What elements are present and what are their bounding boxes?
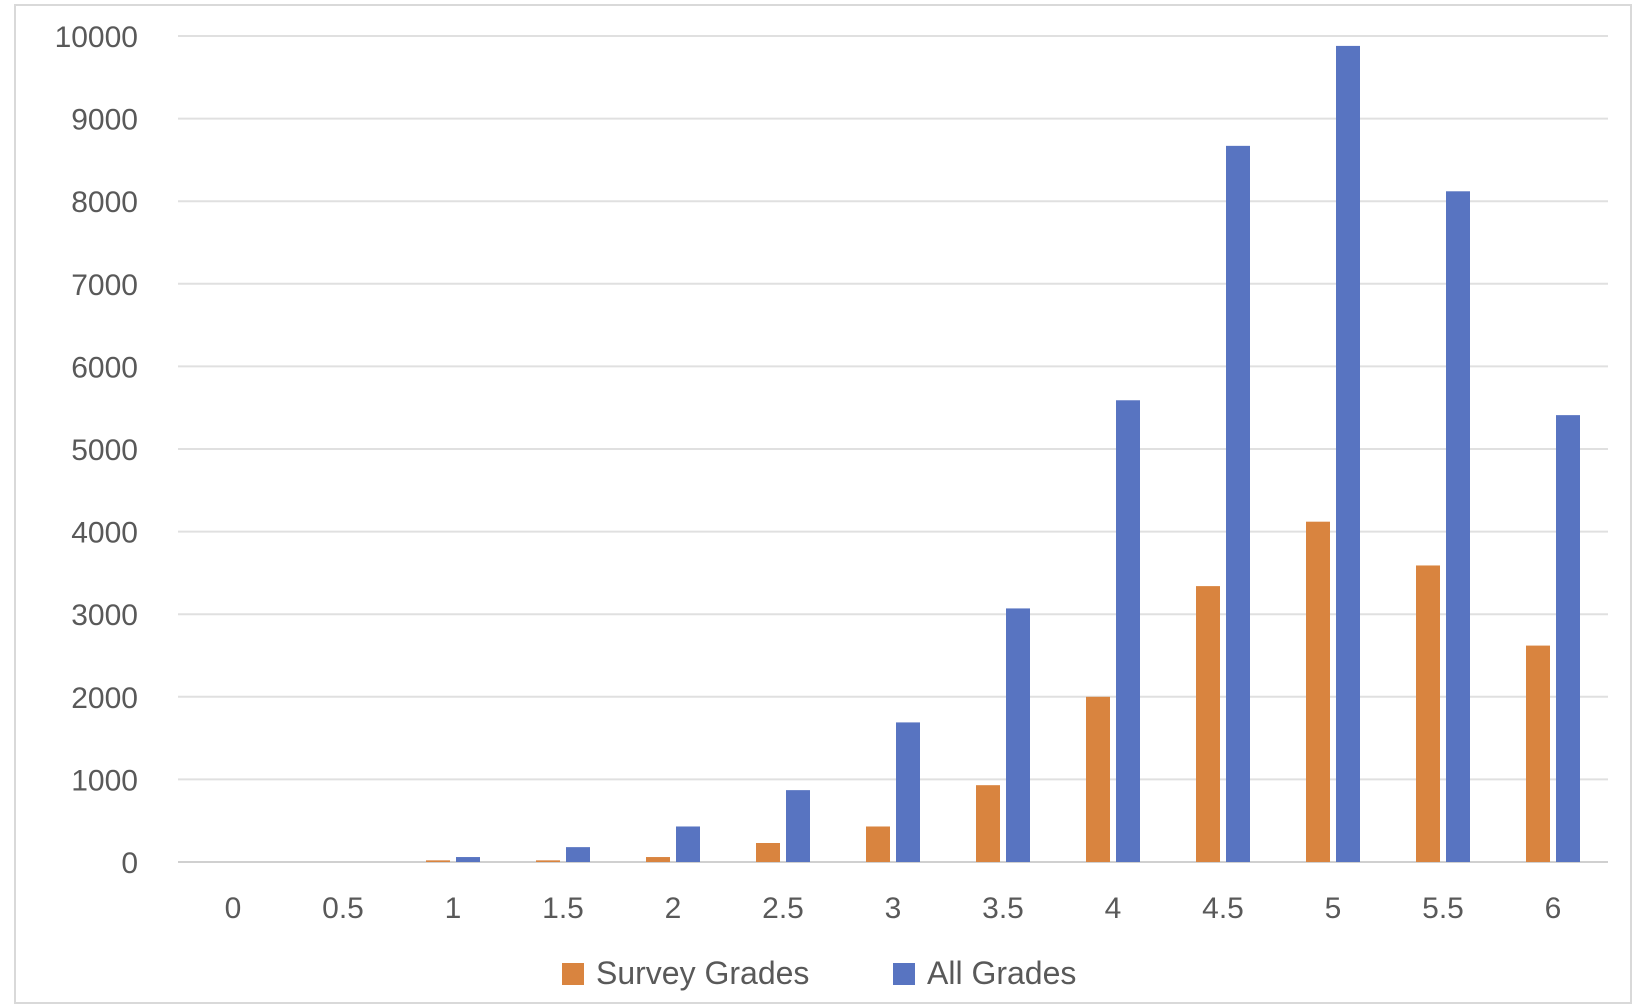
- bar-all-grades: [786, 790, 810, 862]
- y-tick-label: 1000: [71, 764, 138, 797]
- y-tick-label: 8000: [71, 186, 138, 219]
- bar-survey-grades: [646, 857, 670, 862]
- x-tick-label: 3.5: [982, 892, 1024, 925]
- bar-survey-grades: [756, 843, 780, 862]
- bar-survey-grades: [976, 785, 1000, 862]
- bar-survey-grades: [426, 860, 450, 862]
- bar-survey-grades: [1416, 565, 1440, 862]
- bar-all-grades: [896, 722, 920, 862]
- y-tick-label: 5000: [71, 434, 138, 467]
- bar-all-grades: [566, 847, 590, 862]
- legend-swatch-all-grades: [893, 963, 915, 985]
- legend: Survey Grades All Grades: [562, 955, 1076, 991]
- x-tick-label: 1: [445, 892, 462, 925]
- bar-all-grades: [1006, 608, 1030, 862]
- bar-all-grades: [1336, 45, 1360, 863]
- x-tick-label: 0: [225, 892, 242, 925]
- bars: [426, 45, 1580, 863]
- bar-all-grades: [456, 857, 480, 862]
- x-tick-label: 6: [1545, 892, 1562, 925]
- bar-survey-grades: [1086, 696, 1110, 862]
- bar-all-grades: [1556, 415, 1580, 862]
- x-tick-label: 3: [885, 892, 902, 925]
- y-tick-label: 3000: [71, 599, 138, 632]
- y-tick-label: 4000: [71, 517, 138, 550]
- x-tick-label: 4: [1105, 892, 1122, 925]
- x-tick-label: 2.5: [762, 892, 804, 925]
- y-tick-label: 10000: [55, 21, 138, 54]
- bar-all-grades: [676, 826, 700, 862]
- bar-survey-grades: [866, 826, 890, 862]
- legend-label-survey-grades: Survey Grades: [596, 955, 809, 991]
- bar-all-grades: [1116, 400, 1140, 862]
- chart-frame: [14, 4, 1632, 1004]
- x-tick-label: 4.5: [1202, 892, 1244, 925]
- x-axis-ticks: 0 0.5 1 1.5 2 2.5 3 3.5 4 4.5 5 5.5 6: [225, 892, 1562, 925]
- bar-survey-grades: [1196, 586, 1220, 862]
- bar-survey-grades: [1526, 645, 1550, 862]
- x-tick-label: 2: [665, 892, 682, 925]
- legend-swatch-survey-grades: [562, 963, 584, 985]
- bar-survey-grades: [1306, 521, 1330, 862]
- y-axis-ticks: 0 1000 2000 3000 4000 5000 6000 7000 8000 9000 100…: [55, 21, 138, 880]
- legend-label-all-grades: All Grades: [927, 955, 1076, 991]
- y-tick-label: 7000: [71, 269, 138, 302]
- bar-all-grades: [1226, 145, 1250, 862]
- gridlines: [178, 35, 1608, 863]
- x-tick-label: 5: [1325, 892, 1342, 925]
- y-tick-label: 2000: [71, 682, 138, 715]
- y-tick-label: 9000: [71, 104, 138, 137]
- y-tick-label: 0: [121, 847, 138, 880]
- bar-survey-grades: [536, 860, 560, 862]
- y-tick-label: 6000: [71, 351, 138, 384]
- x-tick-label: 5.5: [1422, 892, 1464, 925]
- x-tick-label: 1.5: [542, 892, 584, 925]
- bar-all-grades: [1446, 191, 1470, 863]
- x-tick-label: 0.5: [322, 892, 364, 925]
